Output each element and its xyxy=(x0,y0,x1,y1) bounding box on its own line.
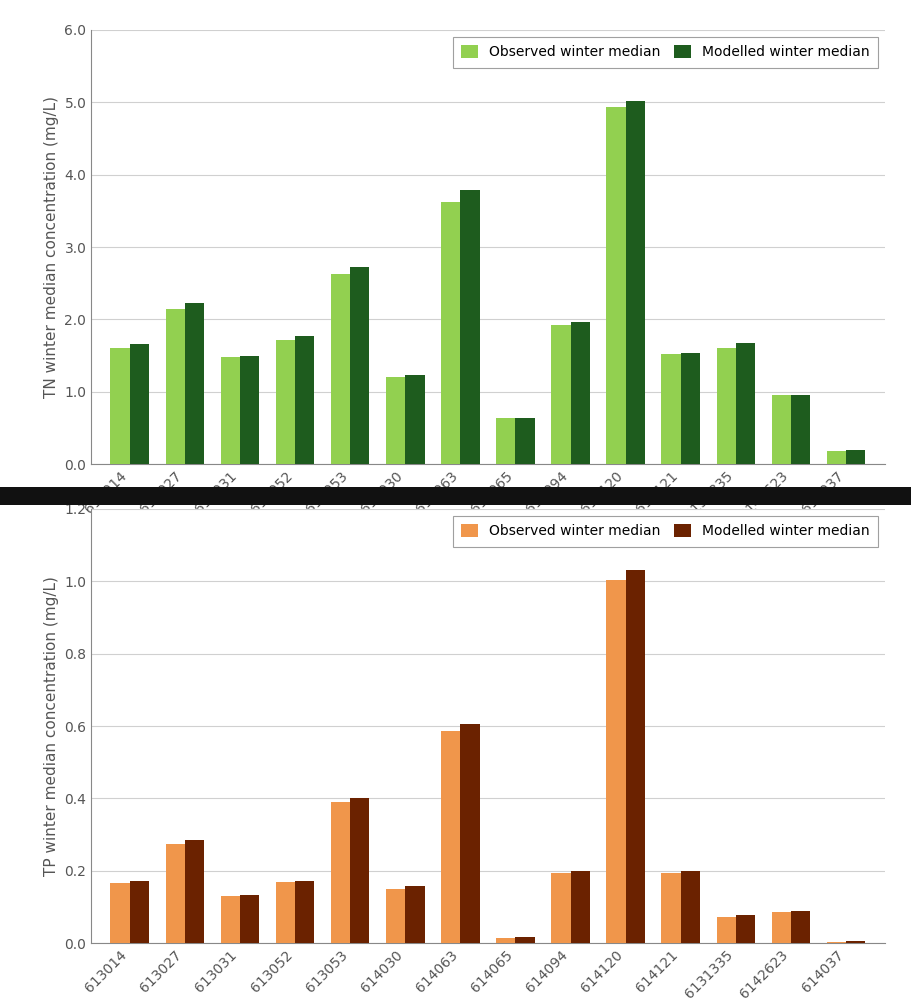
Bar xyxy=(441,203,460,464)
Bar xyxy=(515,936,534,943)
Bar xyxy=(185,840,204,943)
Bar xyxy=(680,352,700,464)
Legend: Observed winter median, Modelled winter median: Observed winter median, Modelled winter … xyxy=(452,516,876,547)
Bar xyxy=(166,308,185,464)
Bar xyxy=(716,917,735,943)
Bar xyxy=(570,322,589,464)
Bar xyxy=(625,101,644,464)
Bar xyxy=(129,344,148,464)
Bar xyxy=(220,357,240,464)
Bar xyxy=(404,375,425,464)
Bar xyxy=(441,732,460,943)
Bar xyxy=(385,889,404,943)
X-axis label: Monitoring site: Monitoring site xyxy=(430,528,545,543)
Bar xyxy=(826,942,845,943)
Bar xyxy=(790,394,809,464)
Bar xyxy=(110,347,129,464)
Bar xyxy=(240,894,259,943)
Bar xyxy=(716,348,735,464)
Bar xyxy=(185,303,204,464)
Bar xyxy=(460,190,479,464)
Bar xyxy=(625,571,644,943)
Bar xyxy=(166,843,185,943)
Bar xyxy=(129,881,148,943)
Bar xyxy=(570,870,589,943)
Bar xyxy=(606,580,625,943)
Bar xyxy=(496,418,515,464)
Bar xyxy=(240,356,259,464)
Bar xyxy=(826,451,845,464)
Bar xyxy=(385,377,404,464)
Bar xyxy=(660,873,680,943)
Bar xyxy=(275,882,295,943)
Bar xyxy=(606,107,625,464)
Bar xyxy=(790,910,809,943)
Bar xyxy=(404,886,425,943)
Y-axis label: TP winter median concentration (mg/L): TP winter median concentration (mg/L) xyxy=(44,576,58,876)
Bar xyxy=(460,724,479,943)
Bar xyxy=(735,915,754,943)
Bar xyxy=(845,450,865,464)
Bar xyxy=(771,395,790,464)
Bar xyxy=(771,912,790,943)
Bar xyxy=(295,336,314,464)
Bar xyxy=(550,325,570,464)
Bar xyxy=(350,798,369,943)
Bar xyxy=(110,883,129,943)
Bar xyxy=(331,274,350,464)
Bar xyxy=(350,267,369,464)
Bar xyxy=(220,896,240,943)
Bar xyxy=(660,354,680,464)
Y-axis label: TN winter median concentration (mg/L): TN winter median concentration (mg/L) xyxy=(44,96,58,398)
Bar xyxy=(295,881,314,943)
Legend: Observed winter median, Modelled winter median: Observed winter median, Modelled winter … xyxy=(452,37,876,68)
Bar xyxy=(331,802,350,943)
Bar xyxy=(515,418,534,464)
Bar xyxy=(845,941,865,943)
Bar xyxy=(275,339,295,464)
Bar xyxy=(680,870,700,943)
Bar xyxy=(496,938,515,943)
Bar xyxy=(735,343,754,464)
Bar xyxy=(550,872,570,943)
